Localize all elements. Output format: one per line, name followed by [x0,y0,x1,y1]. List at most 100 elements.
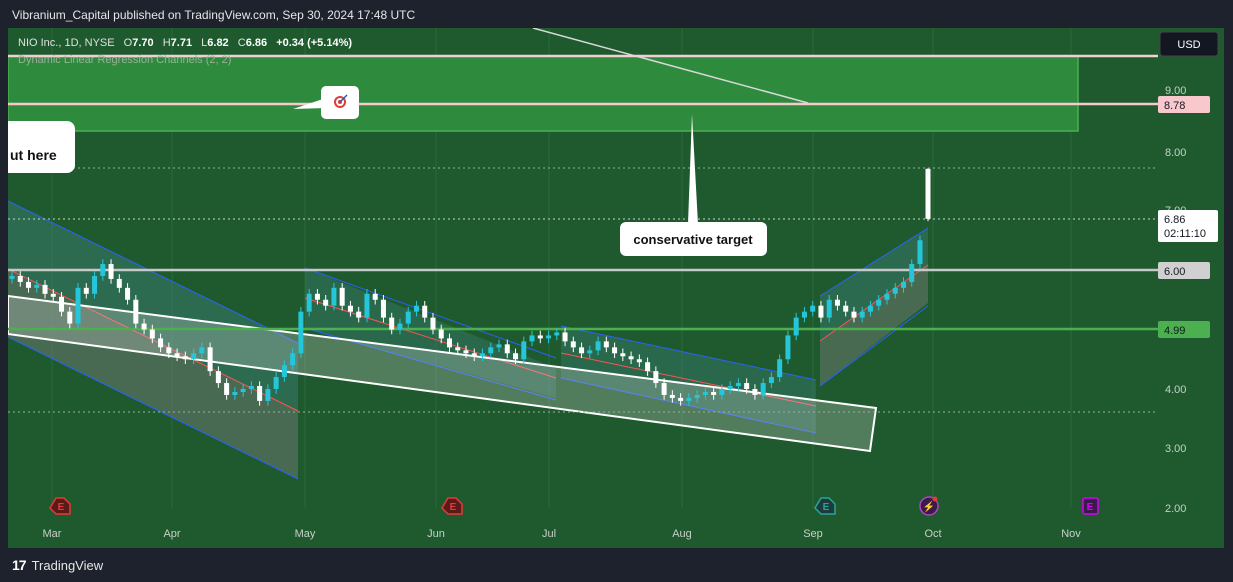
price-chart[interactable]: conservative target ut here NIO Inc., 1D… [8,28,1224,548]
candle[interactable] [488,342,494,359]
candle[interactable] [42,280,48,299]
candle[interactable] [711,387,717,400]
candle[interactable] [380,294,386,323]
candle[interactable] [562,327,568,347]
candle[interactable] [727,381,733,394]
candle[interactable] [801,306,807,323]
earnings-marker-mar[interactable]: E [49,497,71,515]
candle[interactable] [314,289,320,305]
candle[interactable] [232,387,238,400]
currency-button[interactable]: USD [1159,31,1219,57]
candle[interactable] [678,393,684,406]
candle[interactable] [471,348,477,362]
candle[interactable] [636,354,642,367]
candle[interactable] [785,330,791,365]
long-trendline[interactable] [532,28,809,104]
price-axis[interactable]: 9.00 8.00 7.00 4.00 3.00 2.00 [1165,85,1186,515]
left-callout[interactable]: ut here [8,121,75,173]
candle[interactable] [455,342,461,356]
candle[interactable] [248,381,254,394]
candle[interactable] [859,306,865,323]
candle[interactable] [59,292,65,317]
candle[interactable] [529,330,535,347]
candle[interactable] [570,336,576,353]
candle[interactable] [26,277,32,293]
candle[interactable] [9,271,15,284]
candle[interactable] [67,306,73,329]
candle[interactable] [224,378,230,400]
candle[interactable] [100,259,106,281]
candle[interactable] [50,289,56,302]
target-emoji-callout[interactable] [293,86,359,119]
chart-frame[interactable]: conservative target ut here NIO Inc., 1D… [8,28,1224,548]
candle[interactable] [480,348,486,362]
candle[interactable] [405,306,411,329]
candle[interactable] [323,294,329,311]
candle[interactable] [92,271,98,299]
candle[interactable] [347,300,353,317]
candle[interactable] [265,384,271,406]
candle[interactable] [884,289,890,305]
candle[interactable] [174,348,180,362]
candle[interactable] [364,289,370,323]
candle[interactable] [744,378,750,394]
candle[interactable] [818,300,824,323]
candle[interactable] [777,354,783,382]
candle[interactable] [587,345,593,359]
candle[interactable] [116,274,122,293]
candle[interactable] [215,366,221,388]
candle[interactable] [83,283,89,299]
candle[interactable] [579,342,585,359]
candle[interactable] [339,283,345,311]
candle[interactable] [331,283,337,311]
candle[interactable] [257,381,263,406]
candle[interactable] [372,289,378,305]
candle[interactable] [158,333,164,353]
candle[interactable] [900,277,906,293]
candle[interactable] [240,384,246,397]
candle[interactable] [273,372,279,394]
event-markers[interactable]: E E E ⚡ E [49,496,1099,516]
candle[interactable] [298,306,304,359]
candle[interactable] [504,339,510,359]
candle[interactable] [191,348,197,365]
candle[interactable] [141,318,147,335]
candle[interactable] [513,348,519,365]
candle[interactable] [826,294,832,323]
candle[interactable] [645,357,651,376]
candle[interactable] [389,312,395,335]
candle[interactable] [182,351,188,365]
candle[interactable] [463,345,469,359]
candle[interactable] [108,259,114,284]
candle[interactable] [17,271,23,287]
earnings-marker-nov[interactable]: E [1082,497,1099,515]
candle[interactable] [793,312,799,341]
candle[interactable] [851,306,857,323]
candle[interactable] [166,342,172,359]
candle[interactable] [612,342,618,359]
candle[interactable] [199,342,205,359]
target-zone[interactable] [8,55,1079,132]
candle[interactable] [603,336,609,353]
candle[interactable] [752,384,758,400]
candle[interactable] [760,378,766,400]
earnings-marker-jun[interactable]: E [441,497,463,515]
candle[interactable] [306,289,312,317]
candle[interactable] [281,360,287,382]
candle[interactable] [397,318,403,335]
candle[interactable] [149,324,155,344]
candle[interactable] [496,339,502,353]
candle[interactable] [686,393,692,406]
candle[interactable] [413,300,419,317]
candle[interactable] [719,384,725,400]
candle[interactable] [125,283,131,305]
candle[interactable] [438,324,444,344]
candle[interactable] [653,366,659,388]
candle[interactable] [628,351,634,365]
candle[interactable] [290,348,296,370]
candle-last[interactable] [925,168,931,222]
candle[interactable] [75,283,81,329]
candle[interactable] [735,378,741,391]
candle[interactable] [422,300,428,323]
candle[interactable] [843,300,849,317]
